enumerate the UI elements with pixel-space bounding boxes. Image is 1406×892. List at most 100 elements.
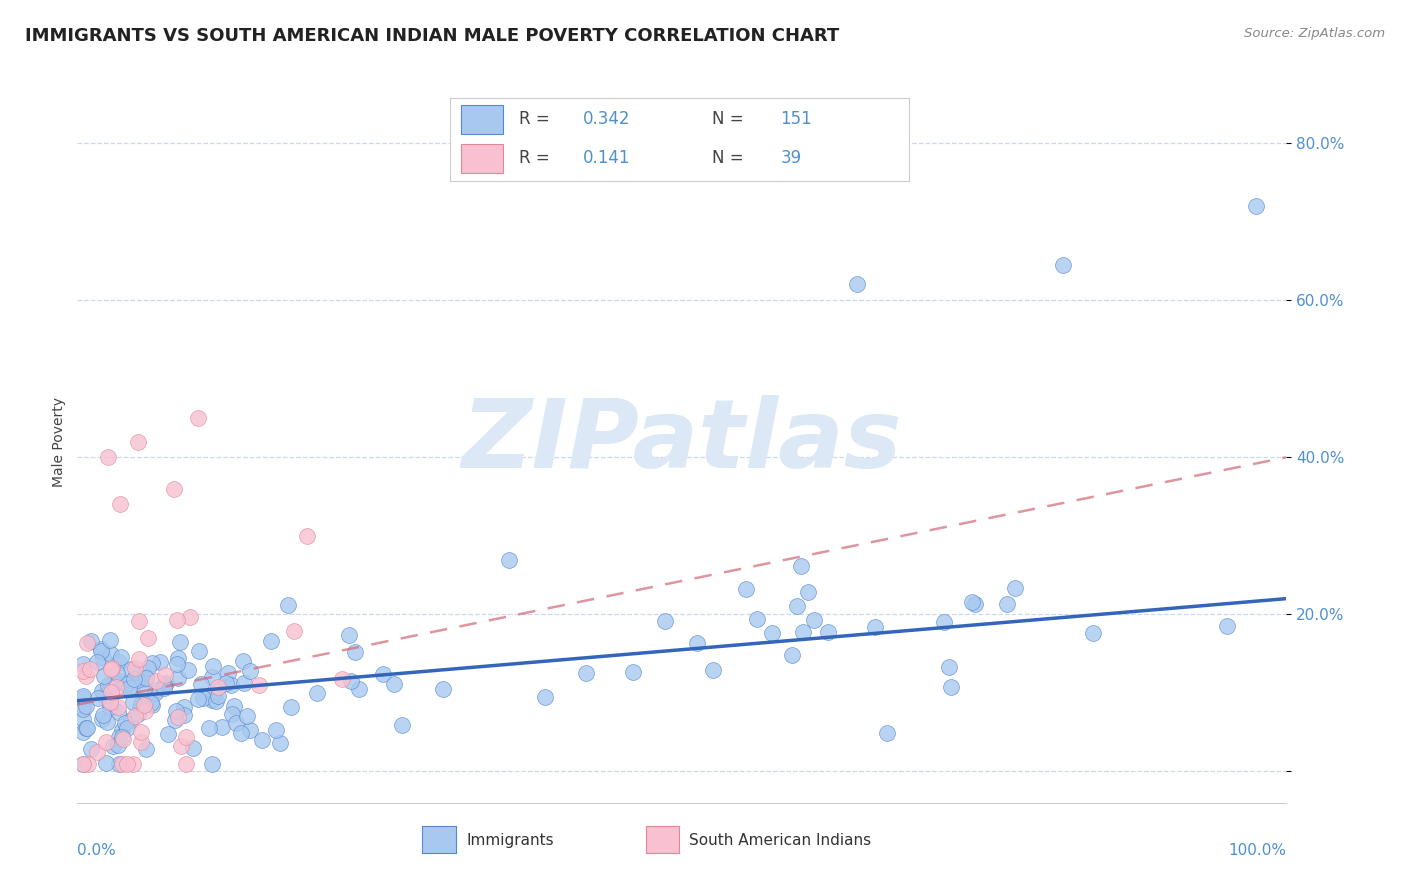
Point: [960, 595, 983, 609]
Point: [371, 667, 394, 681]
Point: [135, 742, 157, 756]
Point: [201, 756, 224, 771]
Point: [817, 625, 839, 640]
Point: [134, 698, 156, 713]
Point: [94, 735, 117, 749]
Point: [432, 681, 454, 696]
Point: [1052, 258, 1074, 272]
Point: [803, 613, 825, 627]
Point: [747, 612, 769, 626]
Point: [128, 652, 150, 666]
Point: [118, 681, 141, 696]
Point: [132, 672, 155, 686]
Point: [107, 730, 129, 744]
Point: [155, 668, 177, 682]
Point: [187, 411, 209, 425]
Point: [349, 681, 371, 696]
Point: [260, 633, 283, 648]
Point: [686, 636, 709, 650]
Point: [191, 691, 214, 706]
Point: [941, 680, 963, 694]
Point: [170, 739, 193, 754]
Text: 100.0%: 100.0%: [1229, 843, 1286, 857]
Point: [121, 681, 143, 695]
Point: [177, 664, 200, 678]
Point: [141, 698, 163, 713]
Point: [80, 634, 103, 648]
Point: [295, 529, 318, 543]
Point: [197, 721, 219, 735]
Point: [222, 698, 245, 713]
Point: [207, 689, 229, 703]
Point: [107, 700, 129, 714]
Point: [87, 691, 110, 706]
Point: [90, 642, 112, 657]
Point: [166, 657, 188, 671]
Point: [117, 722, 139, 736]
Point: [330, 672, 353, 686]
Point: [621, 665, 644, 679]
Y-axis label: Male Poverty: Male Poverty: [52, 397, 66, 486]
Point: [76, 635, 98, 649]
Point: [111, 730, 134, 744]
Point: [277, 599, 299, 613]
Point: [100, 700, 122, 714]
Point: [152, 681, 174, 696]
Point: [86, 746, 108, 760]
Point: [124, 661, 146, 675]
Point: [221, 706, 243, 721]
Point: [169, 635, 191, 649]
Point: [790, 558, 813, 573]
Point: [122, 756, 145, 771]
Point: [201, 659, 224, 673]
Point: [98, 633, 121, 648]
Point: [786, 599, 808, 613]
Point: [128, 701, 150, 715]
Point: [101, 661, 124, 675]
Point: [217, 665, 239, 680]
Point: [181, 740, 204, 755]
Point: [107, 738, 129, 752]
Point: [153, 677, 176, 691]
Point: [72, 691, 94, 706]
Point: [107, 673, 129, 688]
Point: [233, 675, 256, 690]
Point: [239, 664, 262, 678]
Text: Source: ZipAtlas.com: Source: ZipAtlas.com: [1244, 27, 1385, 40]
Point: [846, 277, 869, 292]
Point: [86, 655, 108, 669]
Point: [76, 756, 98, 771]
Point: [132, 682, 155, 697]
Point: [100, 685, 122, 699]
Point: [166, 710, 188, 724]
Point: [702, 663, 724, 677]
Point: [72, 702, 94, 716]
Point: [780, 648, 803, 662]
Point: [125, 673, 148, 687]
Point: [105, 665, 128, 680]
Point: [127, 707, 149, 722]
Point: [1246, 199, 1268, 213]
Point: [122, 672, 145, 686]
Point: [93, 688, 115, 702]
Point: [91, 708, 114, 723]
Point: [963, 597, 986, 611]
Point: [76, 721, 98, 735]
Point: [107, 705, 129, 719]
Point: [125, 665, 148, 679]
Point: [96, 450, 118, 465]
Point: [72, 712, 94, 726]
Point: [201, 693, 224, 707]
Point: [173, 700, 195, 714]
Point: [139, 696, 162, 710]
Point: [166, 613, 188, 627]
Point: [100, 662, 122, 676]
Point: [114, 677, 136, 691]
Text: South American Indians: South American Indians: [689, 833, 872, 848]
Point: [238, 723, 260, 737]
Point: [211, 720, 233, 734]
Text: ZIPatlas: ZIPatlas: [461, 395, 903, 488]
Point: [761, 625, 783, 640]
Point: [136, 660, 159, 674]
Point: [136, 631, 159, 645]
